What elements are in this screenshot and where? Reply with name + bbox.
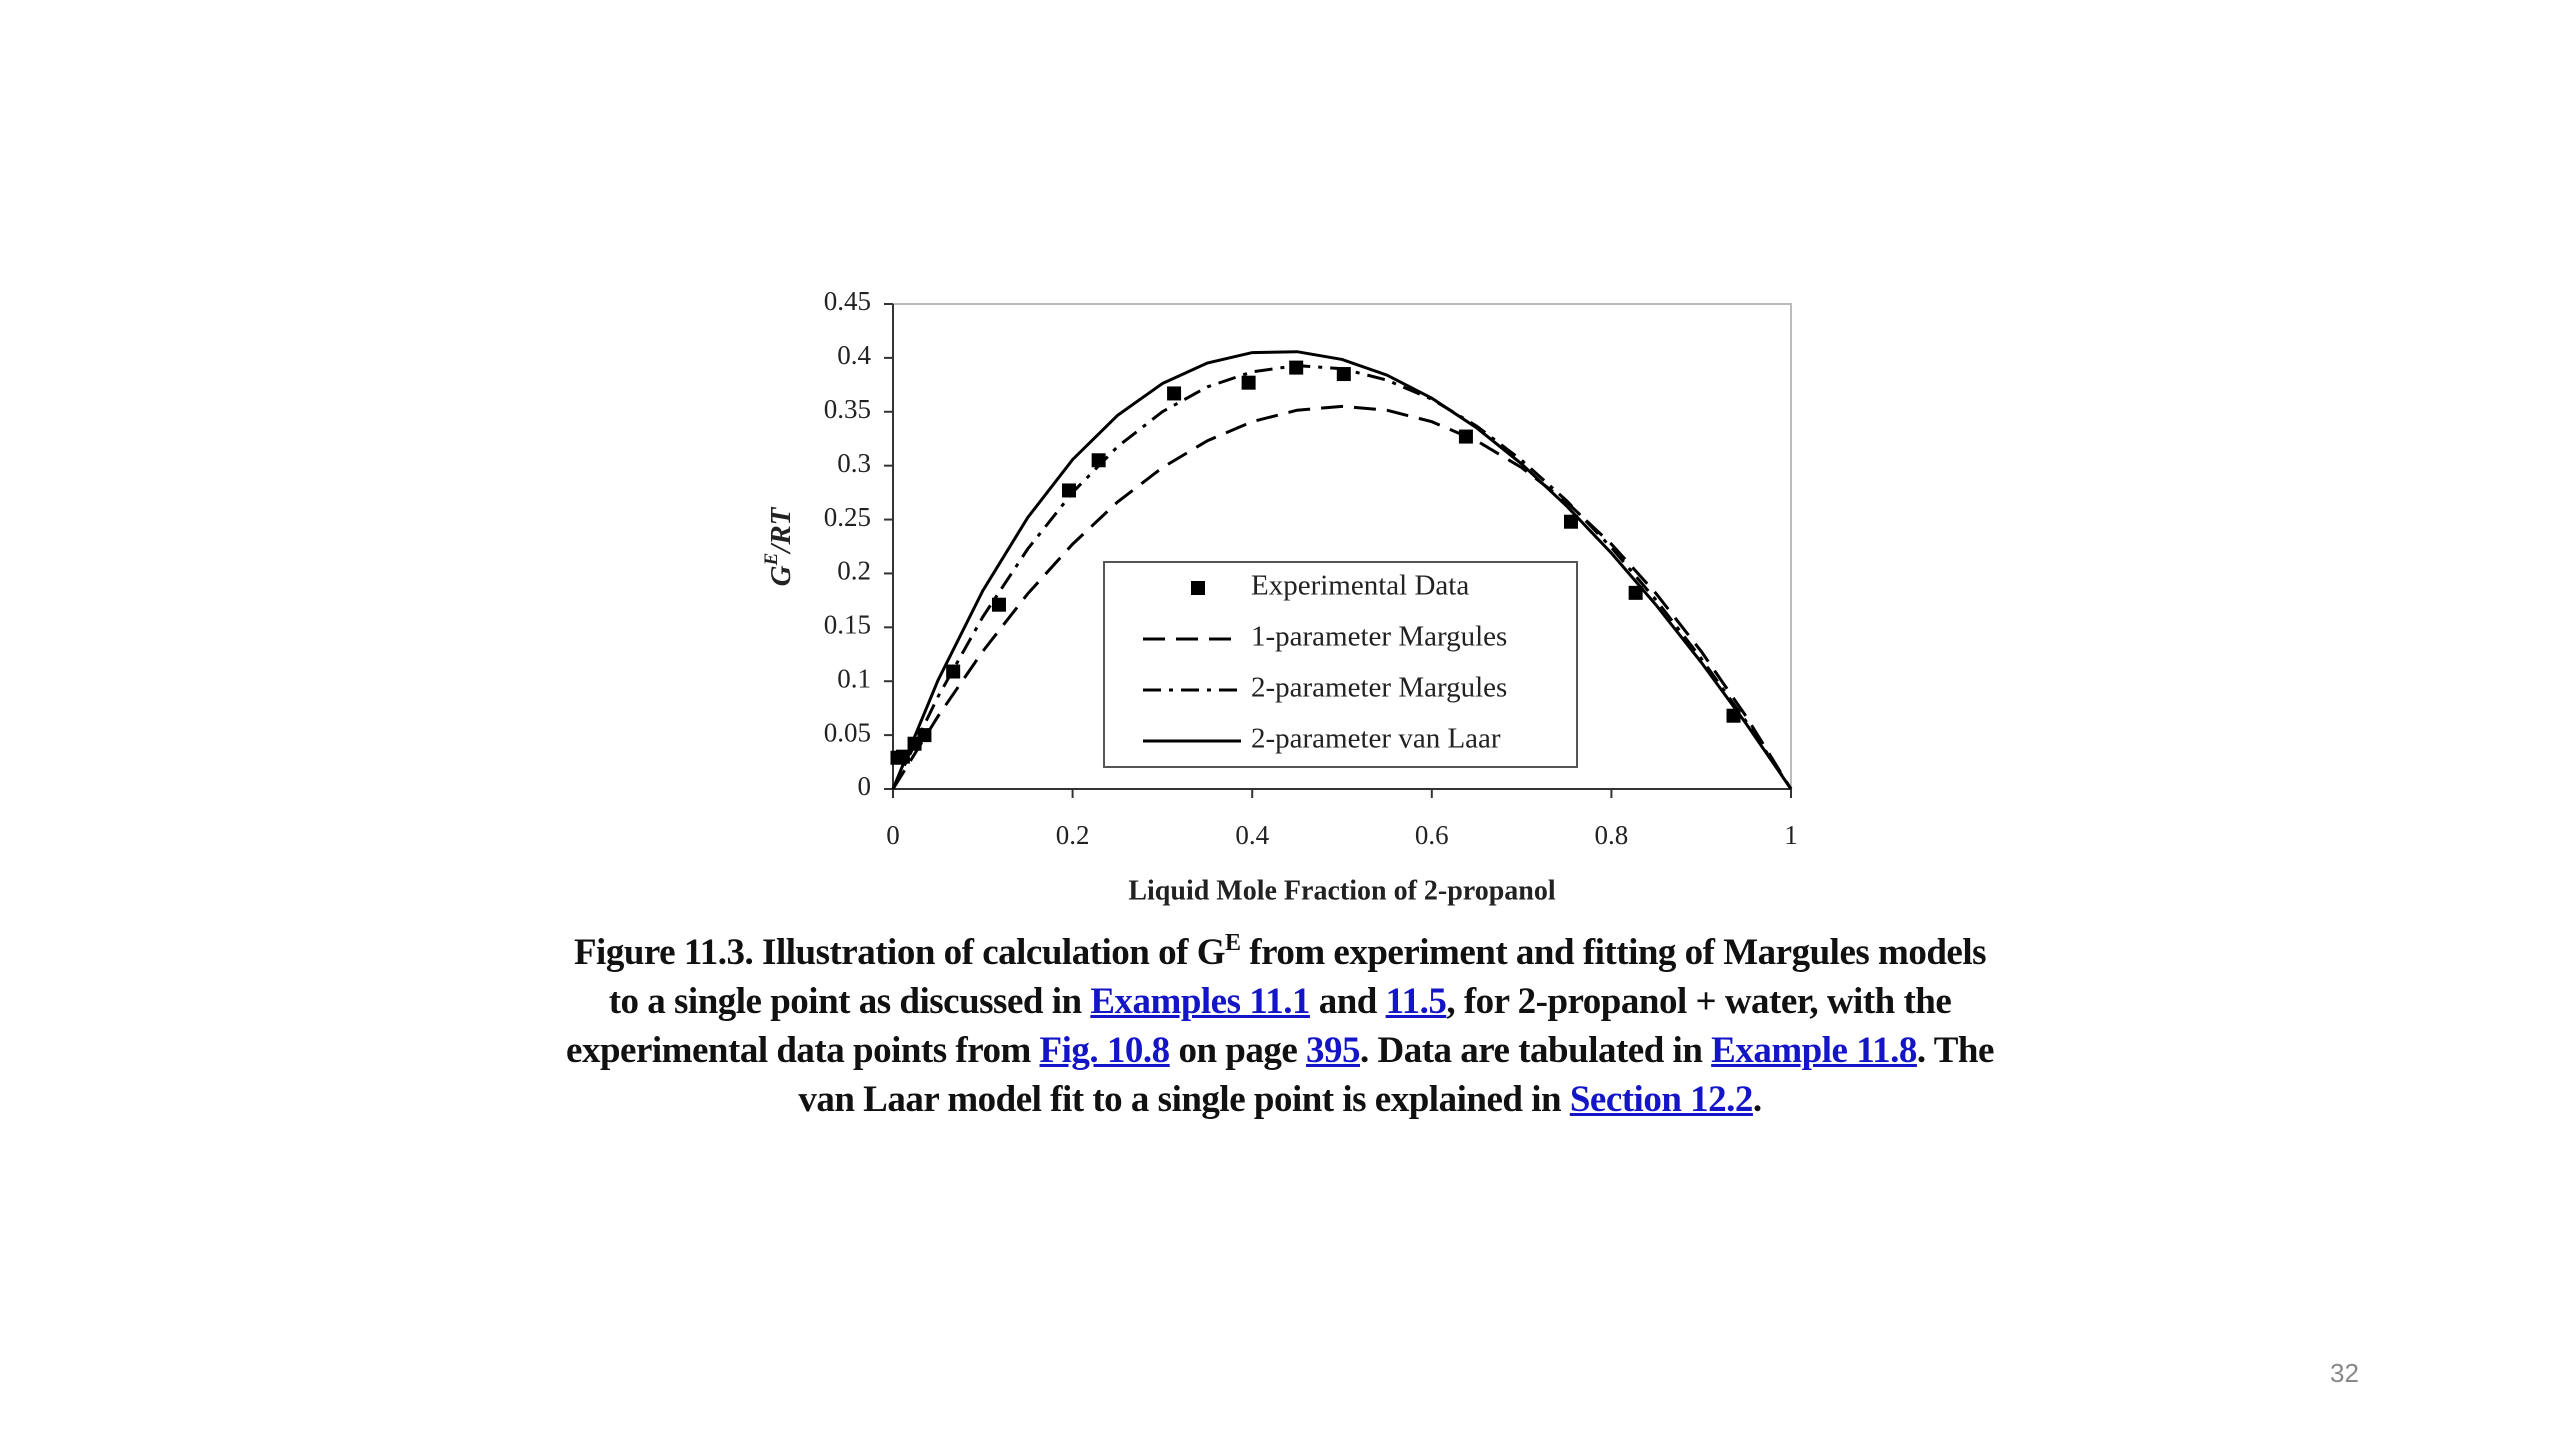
model-curve [891, 404, 1793, 790]
x-tick-label: 1 [1784, 820, 1798, 850]
caption-link[interactable]: 11.5 [1385, 981, 1447, 1022]
caption-text: . The [1916, 1030, 1995, 1071]
data-point [1289, 360, 1304, 375]
y-tick-label: 0.05 [824, 717, 871, 747]
data-point [1167, 386, 1182, 401]
caption-text: E [1225, 930, 1241, 956]
x-tick-label: 0.4 [1235, 820, 1269, 850]
y-tick-label: 0.15 [824, 610, 871, 640]
data-point [1241, 375, 1256, 390]
caption-link[interactable]: 395 [1306, 1030, 1361, 1071]
caption-text: Figure 11.3. Illustration of calculation… [573, 932, 1226, 973]
caption-link[interactable]: Fig. 10.8 [1039, 1030, 1171, 1071]
y-axis-title-sup: E [761, 553, 782, 567]
y-tick-label: 0.1 [837, 663, 871, 693]
caption-line: experimental data points from Fig. 10.8 … [380, 1026, 2180, 1075]
caption-text: from experiment and fitting of Margules … [1240, 932, 1987, 973]
caption-text: van Laar model fit to a single point is … [798, 1079, 1570, 1120]
caption-text: , for 2-propanol + water, with the [1446, 981, 1952, 1022]
model-curve [891, 350, 1793, 790]
legend-box [1103, 561, 1578, 768]
x-tick-label: 0.8 [1595, 820, 1629, 850]
legend-label: Experimental Data [1251, 570, 1469, 602]
caption-text: . Data are tabulated in [1360, 1030, 1712, 1071]
y-tick-label: 0.4 [837, 340, 871, 370]
caption-link[interactable]: Section 12.2 [1569, 1079, 1754, 1120]
legend-label: 2-parameter Margules [1251, 672, 1507, 704]
data-point [1628, 585, 1643, 600]
y-axis-title-part: /RT [765, 506, 797, 554]
data-point [991, 597, 1006, 612]
legend-label: 1-parameter Margules [1251, 621, 1507, 653]
y-tick-label: 0.25 [824, 502, 871, 532]
y-axis-title-part: G [765, 565, 797, 586]
caption-line: van Laar model fit to a single point is … [380, 1075, 2180, 1124]
model-curve [891, 364, 1793, 790]
y-tick-label: 0.45 [824, 286, 871, 316]
legend-marker [1191, 581, 1205, 595]
caption-text: on page [1169, 1030, 1307, 1071]
caption-line: to a single point as discussed in Exampl… [380, 977, 2180, 1026]
y-tick-label: 0.35 [824, 394, 871, 424]
caption-text: experimental data points from [566, 1030, 1040, 1071]
x-tick-label: 0 [886, 820, 900, 850]
caption-link[interactable]: Examples 11.1 [1090, 981, 1310, 1022]
x-tick-label: 0.2 [1056, 820, 1090, 850]
caption-link[interactable]: Example 11.8 [1711, 1030, 1917, 1071]
x-axis-title: Liquid Mole Fraction of 2-propanol [1128, 875, 1556, 906]
y-tick-label: 0.3 [837, 448, 871, 478]
y-tick-label: 0 [858, 771, 872, 801]
legend-label: 2-parameter van Laar [1251, 723, 1501, 755]
y-axis-title: GE/RT [761, 506, 796, 586]
x-tick-label: 0.6 [1415, 820, 1449, 850]
caption-text: . [1752, 1079, 1762, 1120]
figure-caption: Figure 11.3. Illustration of calculation… [380, 928, 2180, 1124]
caption-line: Figure 11.3. Illustration of calculation… [380, 928, 2180, 977]
caption-text: and [1309, 981, 1386, 1022]
caption-text: to a single point as discussed in [608, 981, 1091, 1022]
data-point [1563, 514, 1578, 529]
y-tick-label: 0.2 [837, 556, 871, 586]
page-number: 32 [2330, 1358, 2359, 1388]
